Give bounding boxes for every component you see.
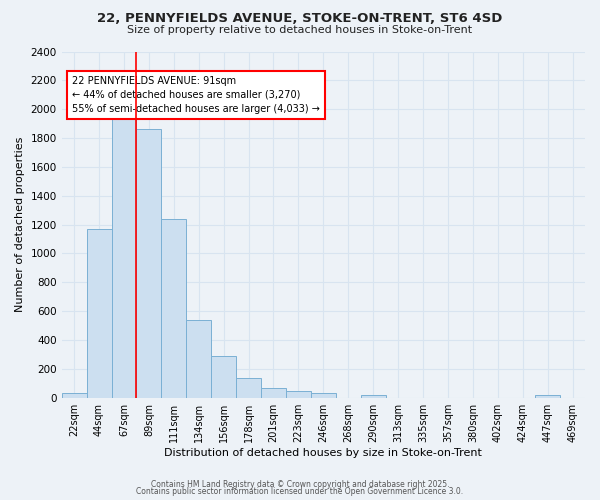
Bar (286, 391, 311, 398)
Bar (535, 395, 560, 398)
Bar (62, 394, 86, 398)
Bar (161, 219, 186, 398)
Text: 22 PENNYFIELDS AVENUE: 91sqm
← 44% of detached houses are smaller (3,270)
55% of: 22 PENNYFIELDS AVENUE: 91sqm ← 44% of de… (72, 76, 320, 114)
Bar (261, 388, 286, 398)
Text: Size of property relative to detached houses in Stoke-on-Trent: Size of property relative to detached ho… (127, 25, 473, 35)
Bar (86, 229, 112, 398)
Bar (311, 394, 336, 398)
Bar (112, 116, 136, 398)
X-axis label: Distribution of detached houses by size in Stoke-on-Trent: Distribution of detached houses by size … (164, 448, 482, 458)
Text: 22, PENNYFIELDS AVENUE, STOKE-ON-TRENT, ST6 4SD: 22, PENNYFIELDS AVENUE, STOKE-ON-TRENT, … (97, 12, 503, 26)
Text: Contains public sector information licensed under the Open Government Licence 3.: Contains public sector information licen… (136, 488, 464, 496)
Bar (136, 130, 161, 398)
Bar (361, 395, 386, 398)
Bar (211, 356, 236, 398)
Text: Contains HM Land Registry data © Crown copyright and database right 2025.: Contains HM Land Registry data © Crown c… (151, 480, 449, 489)
Y-axis label: Number of detached properties: Number of detached properties (15, 137, 25, 312)
Bar (236, 378, 261, 398)
Bar (186, 320, 211, 398)
